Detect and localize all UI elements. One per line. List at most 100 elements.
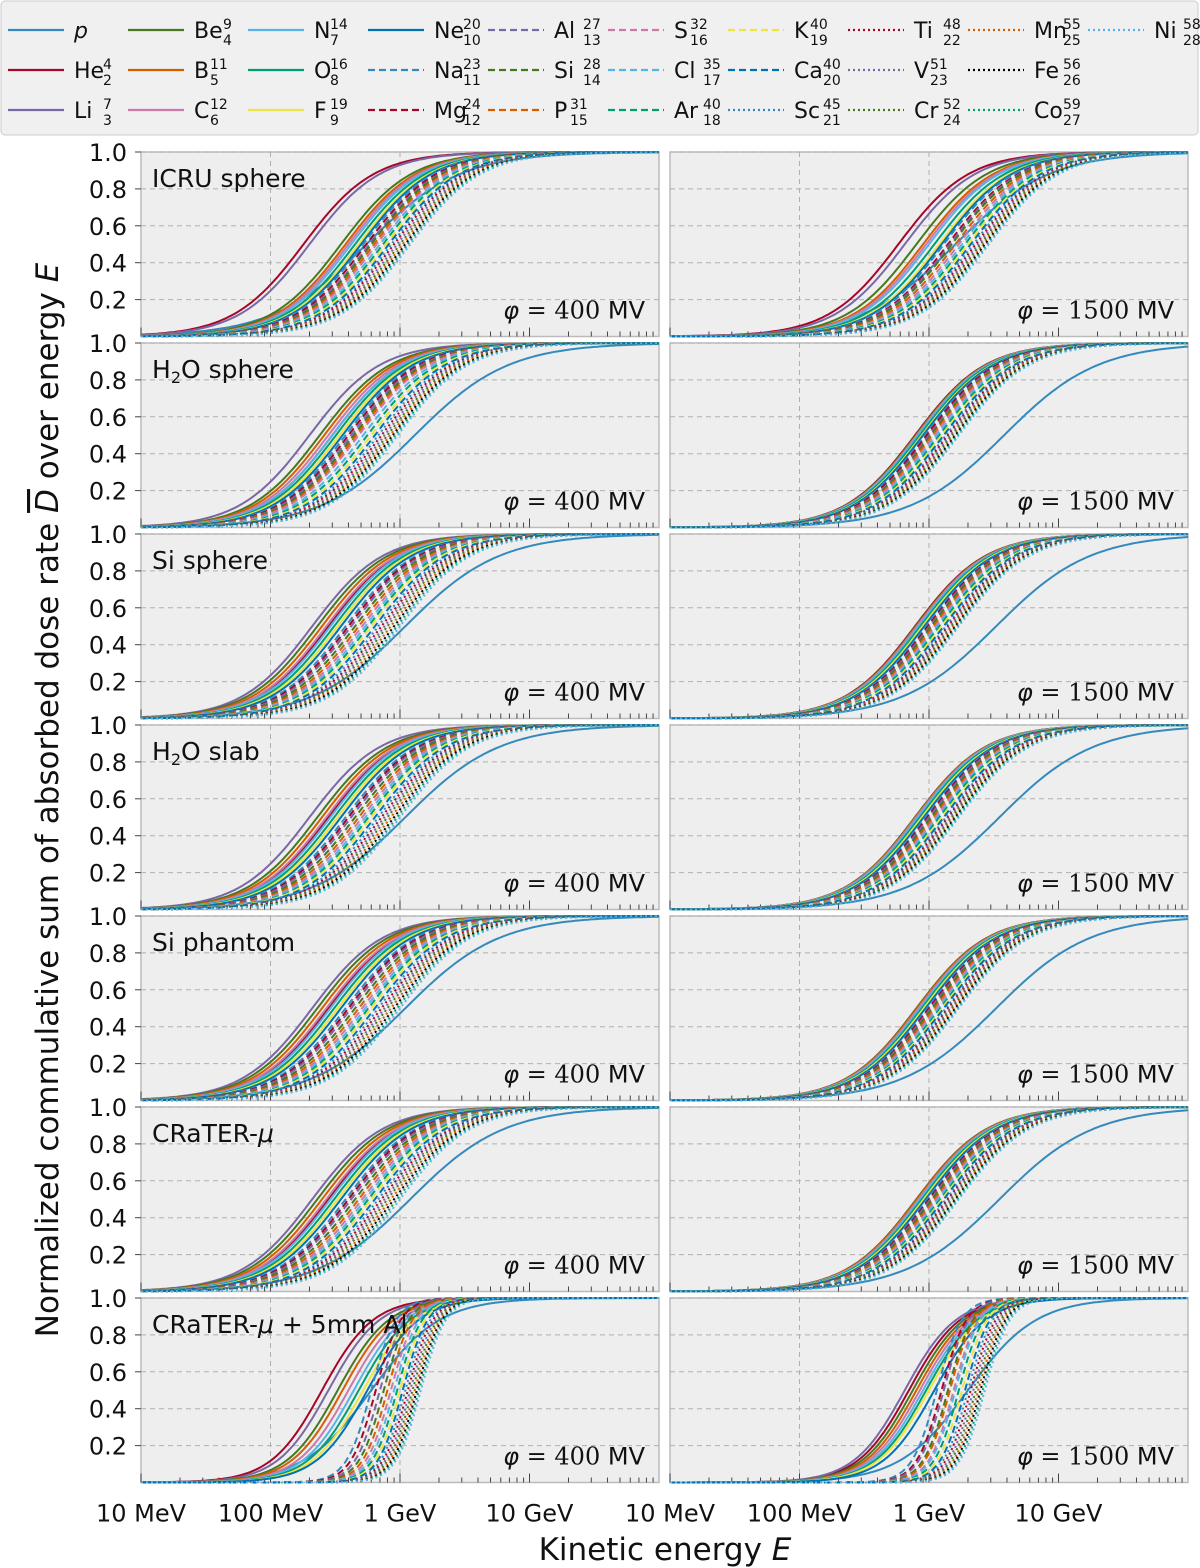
legend-label: Ar [674,99,699,124]
legend-mass-number: 40 [823,57,841,73]
legend-label: Cr [914,99,939,124]
y-tick-label: 1.0 [89,521,127,549]
legend-mass-number: 32 [690,17,708,33]
series-line-ni [669,1106,1188,1293]
series-line-ca [140,915,659,1102]
legend-entry-n: N 147 [248,17,348,49]
panel-r6-c0: CRaTER-μ + 5mm Al φ = 400 MV 0.2 0.4 0.6 0.8 1… [89,1285,660,1528]
panels: ICRU sphere φ = 400 MV 0.2 0.4 0.6 0.8 1.0 φ = … [89,139,1189,1528]
legend-mass-number: 51 [930,57,948,73]
series-line-ca [140,342,659,529]
y-tick-label: 0.8 [89,1322,127,1350]
x-tick-label: 1 GeV [893,1500,966,1528]
cutoff-rigidity-label: φ = 400 MV [503,1443,645,1471]
y-tick-label: 0.4 [89,1014,127,1042]
panel-title: H2O slab [152,737,260,769]
legend-label: Al [554,19,575,44]
y-tick-label: 0.2 [89,860,127,888]
legend-atomic-number: 24 [943,113,961,129]
y-tick-label: 0.4 [89,632,127,660]
legend-label: Co [1034,99,1063,124]
series-line-ni [669,915,1188,1102]
y-tick-label: 0.2 [89,1051,127,1079]
y-tick-label: 0.4 [89,250,127,278]
legend-label: Ni [1154,19,1177,44]
series-line-ni [670,151,1189,338]
y-tick-label: 0.8 [89,176,127,204]
legend-mass-number: 23 [463,57,481,73]
x-tick-label: 100 MeV [747,1500,853,1528]
panel-r2-c0: Si sphere φ = 400 MV 0.2 0.4 0.6 0.8 1.0 [89,521,660,720]
legend-label: Si [554,59,574,84]
x-axis-label: Kinetic energy E [539,1532,792,1568]
y-tick-label: 0.8 [89,367,127,395]
y-tick-label: 0.6 [89,404,127,432]
legend-entry-be: Be 94 [128,17,232,49]
y-tick-label: 0.6 [89,977,127,1005]
y-tick-label: 0.2 [89,1433,127,1461]
series-line-ni [141,1106,659,1293]
y-tick-label: 1.0 [89,139,127,167]
legend-label: O [314,59,331,84]
legend-mass-number: 16 [330,57,348,73]
legend-label: F [314,99,327,124]
legend-label: Cl [674,59,695,84]
legend-atomic-number: 14 [583,73,601,89]
cutoff-rigidity-label: φ = 1500 MV [1017,1443,1175,1471]
legend-atomic-number: 4 [223,33,232,49]
legend-atomic-number: 18 [703,113,721,129]
y-tick-label: 0.6 [89,1168,127,1196]
series-line-p [141,1106,660,1292]
panel-title: ICRU sphere [152,164,306,193]
legend-label: K [794,19,809,44]
y-tick-label: 0.8 [89,558,127,586]
y-tick-label: 0.8 [89,749,127,777]
legend-label: Li [74,99,92,124]
legend-mass-number: 45 [823,97,841,113]
cutoff-rigidity-label: φ = 400 MV [503,1061,645,1089]
panel-title: Si phantom [152,928,295,957]
series-line-p [141,915,660,1101]
y-tick-label: 1.0 [89,1094,127,1122]
legend-atomic-number: 25 [1063,33,1081,49]
series-line-ni [141,151,659,338]
y-tick-label: 0.8 [89,940,127,968]
legend-atomic-number: 19 [810,33,828,49]
y-tick-label: 0.6 [89,786,127,814]
series-line-ni [141,533,659,720]
series-line-ca [141,151,659,338]
legend-atomic-number: 15 [570,113,588,129]
legend-mass-number: 7 [103,97,112,113]
legend-label: He [74,59,104,84]
legend-mass-number: 11 [210,57,228,73]
legend-mass-number: 48 [943,17,961,33]
legend-mass-number: 27 [583,17,601,33]
legend-mass-number: 24 [463,97,481,113]
legend-atomic-number: 10 [463,33,481,49]
legend-label: N [314,19,330,44]
legend-atomic-number: 9 [330,113,339,129]
legend-label: B [194,59,209,84]
y-tick-label: 0.6 [89,213,127,241]
x-tick-label: 10 MeV [96,1500,187,1528]
panel-r1-c0: H2O sphere φ = 400 MV 0.2 0.4 0.6 0.8 1.0 [89,330,660,529]
cutoff-rigidity-label: φ = 1500 MV [1017,297,1175,325]
legend-mass-number: 35 [703,57,721,73]
legend-mass-number: 58 [1183,17,1200,33]
legend-atomic-number: 23 [930,73,948,89]
y-tick-label: 0.6 [89,1359,127,1387]
legend-label: Na [434,59,464,84]
